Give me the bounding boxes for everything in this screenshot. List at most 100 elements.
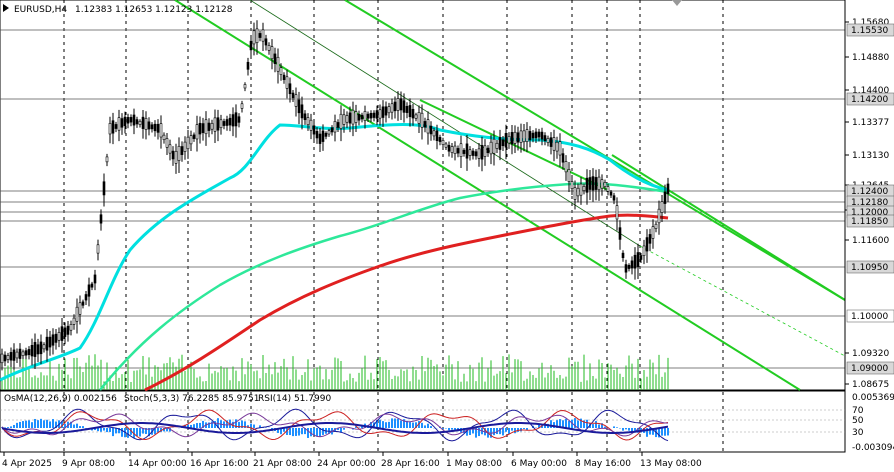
candle-body <box>585 177 589 193</box>
osma-bar <box>70 421 72 428</box>
candle-body <box>186 136 190 150</box>
candle-body <box>453 145 457 154</box>
candle-body <box>399 98 403 111</box>
candle-body <box>567 169 571 182</box>
candle-body <box>357 113 361 121</box>
osma-bar <box>100 428 102 432</box>
osma-bar <box>568 421 570 428</box>
osma-bar <box>28 420 30 428</box>
candle-body <box>207 122 211 131</box>
candle-body <box>444 143 448 148</box>
price-tick-label: 1.08675 <box>852 380 889 390</box>
osma-bar <box>121 428 123 437</box>
candle-body <box>456 148 460 154</box>
candle-body <box>561 153 565 163</box>
moving-average-100 <box>99 182 669 391</box>
osma-bar <box>166 428 168 432</box>
candle-body <box>240 103 244 109</box>
candle-body <box>639 255 643 260</box>
candle-body <box>294 94 298 107</box>
candle-body <box>423 121 427 128</box>
candle-body <box>633 254 637 269</box>
candle-body <box>228 117 232 126</box>
candle-body <box>270 46 274 60</box>
candle-body <box>552 137 556 151</box>
candle-body <box>414 114 418 119</box>
time-tick-label: 9 Apr 08:00 <box>62 459 115 469</box>
osma-bar <box>652 428 654 435</box>
candle-body <box>498 137 502 150</box>
candle-body <box>312 125 316 135</box>
osma-bar <box>631 428 633 434</box>
candle-body <box>222 121 226 126</box>
osma-bar <box>310 428 312 437</box>
candle-body <box>57 332 61 341</box>
osma-bar <box>142 428 144 434</box>
osma-bar <box>193 424 195 428</box>
candle-body <box>627 265 631 269</box>
osma-bar <box>187 424 189 428</box>
candle-body <box>78 302 82 315</box>
osma-bar <box>526 428 528 431</box>
candle-body <box>429 125 433 135</box>
svg-text:1.12400: 1.12400 <box>851 187 888 197</box>
candle-body <box>525 129 529 142</box>
price-tick-label: 1.13377 <box>852 118 889 128</box>
candle-body <box>297 99 301 114</box>
candle-body <box>12 349 16 361</box>
candle-body <box>375 110 379 119</box>
osma-bar <box>553 422 555 428</box>
time-tick-label: 8 May 16:00 <box>575 459 631 469</box>
candle-body <box>384 106 388 116</box>
moving-average-200 <box>144 213 669 392</box>
candle-body <box>540 131 544 140</box>
osma-bar <box>250 423 252 428</box>
candle-body <box>477 148 481 159</box>
osma-bar <box>211 421 213 428</box>
candle-body <box>522 130 526 143</box>
candle-body <box>96 244 100 254</box>
osma-bar <box>307 428 309 438</box>
candle-body <box>51 334 55 346</box>
candle-body <box>192 134 196 139</box>
osma-bar <box>37 420 39 428</box>
shift-marker-icon[interactable] <box>672 0 682 6</box>
candle-body <box>648 234 652 244</box>
osma-bar <box>46 419 48 428</box>
candle-body <box>471 150 475 156</box>
candle-body <box>450 146 454 153</box>
osma-bar <box>298 428 300 436</box>
osma-bar <box>628 428 630 431</box>
candle-body <box>195 124 199 140</box>
candle-body <box>36 344 40 355</box>
candle-body <box>114 124 118 129</box>
osma-bar <box>493 428 495 436</box>
osma-bar <box>34 418 36 428</box>
candle-body <box>231 114 235 127</box>
osma-bar <box>202 420 204 428</box>
candle-body <box>657 208 661 224</box>
osma-bar <box>616 427 618 428</box>
svg-text:1.12000: 1.12000 <box>851 208 888 218</box>
candle-body <box>129 117 133 123</box>
time-tick-label: 1 May 08:00 <box>446 459 502 469</box>
candle-body <box>300 104 304 119</box>
osma-bar <box>277 428 279 433</box>
osma-bar <box>376 419 378 428</box>
candle-body <box>189 135 193 145</box>
osma-bar <box>283 428 285 432</box>
candle-body <box>24 350 28 356</box>
candle-body <box>6 355 10 360</box>
price-tick-label: 1.09320 <box>852 349 889 359</box>
osma-bar <box>667 428 669 436</box>
candle-body <box>573 187 577 200</box>
osma-bar <box>658 428 660 438</box>
osma-bar <box>133 428 135 438</box>
osma-bar <box>79 426 81 428</box>
candle-body <box>459 143 463 157</box>
osma-bar <box>232 421 234 428</box>
candle-body <box>111 120 115 134</box>
candle-body <box>594 177 598 190</box>
